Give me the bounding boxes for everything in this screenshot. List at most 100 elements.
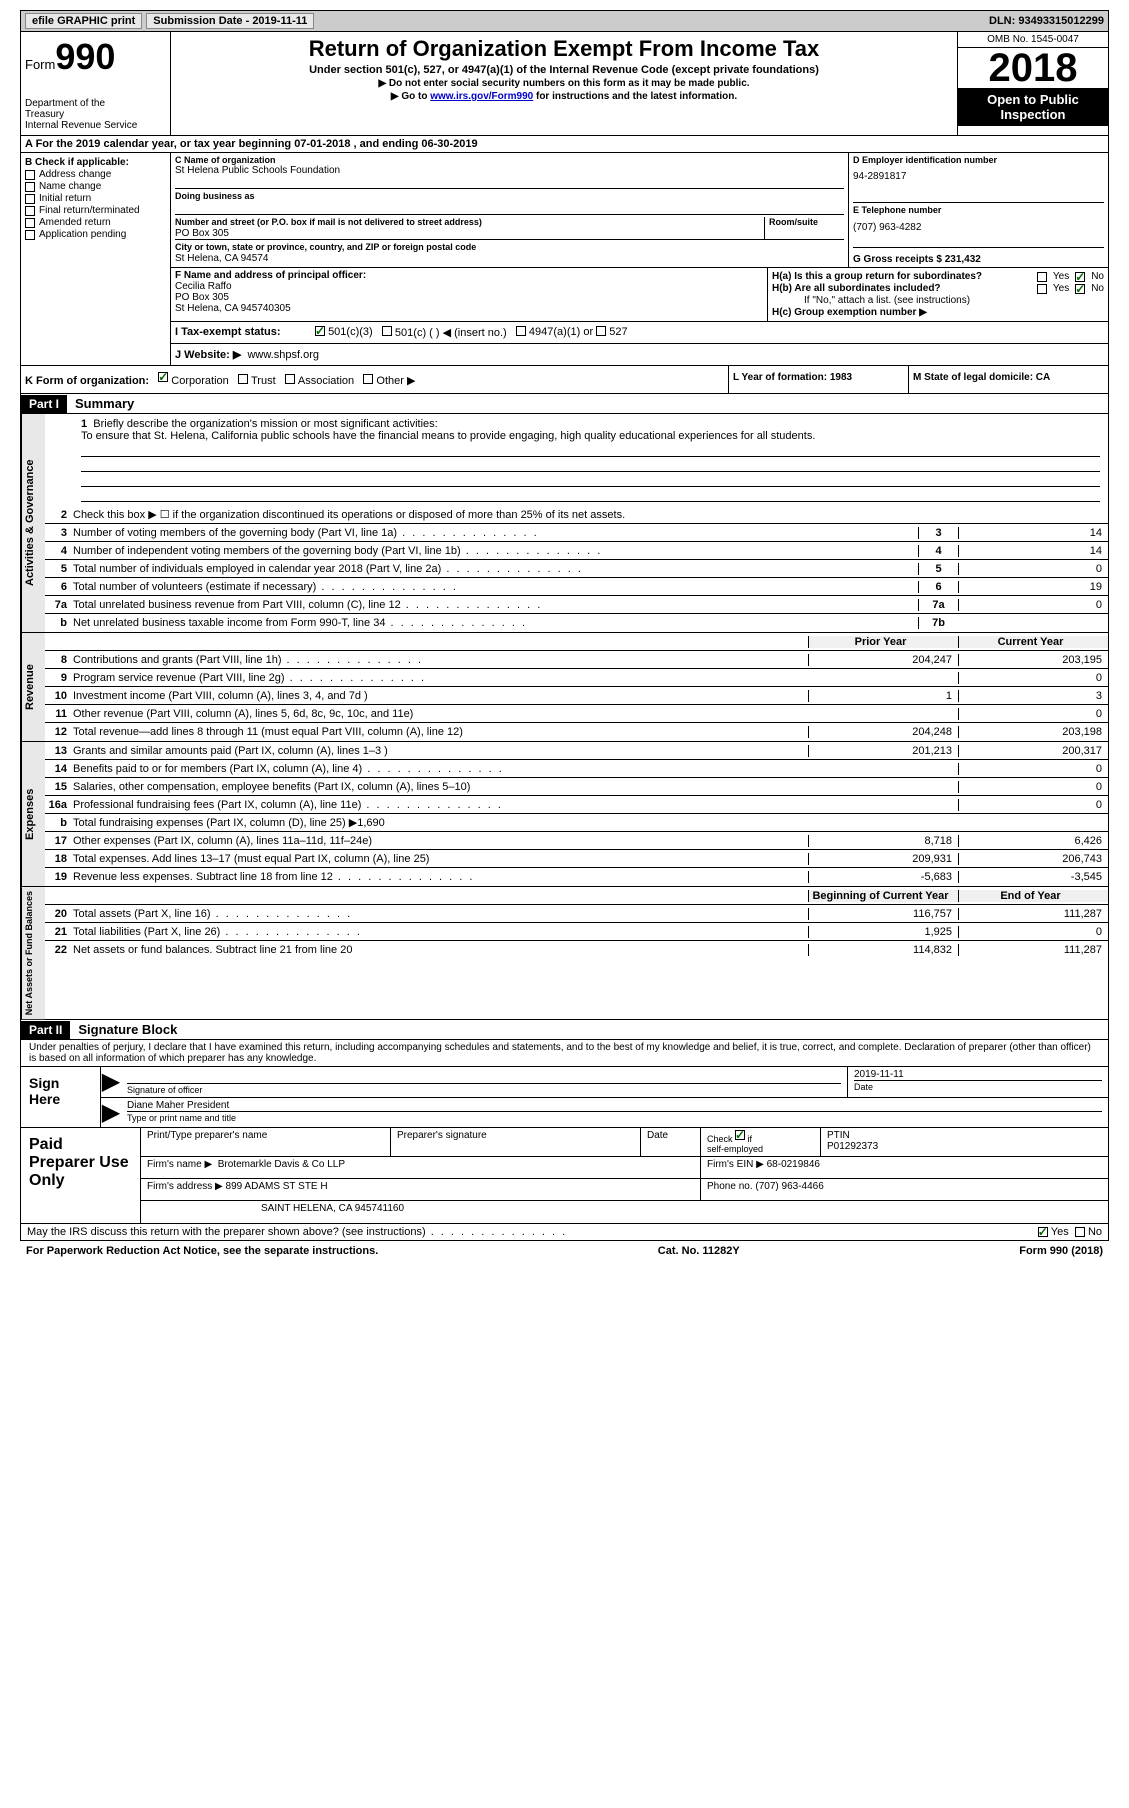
paperwork-notice: For Paperwork Reduction Act Notice, see … (26, 1245, 378, 1257)
form-org-label: K Form of organization: (25, 375, 149, 387)
line5-desc: Total number of individuals employed in … (73, 562, 918, 576)
form-ref: Form 990 (2018) (1019, 1245, 1103, 1257)
col-b-label: B Check if applicable: (25, 157, 166, 168)
hb-no[interactable] (1075, 284, 1085, 294)
line6-desc: Total number of volunteers (estimate if … (73, 580, 918, 594)
self-employed-check: Check ifself-employed (701, 1128, 821, 1156)
hc-label: H(c) Group exemption number ▶ (772, 307, 927, 318)
part1-header: Part I (21, 395, 67, 413)
line15-desc: Salaries, other compensation, employee b… (73, 780, 808, 794)
part2-header: Part II (21, 1021, 70, 1039)
line11-cur: 0 (958, 708, 1108, 720)
mission-text: To ensure that St. Helena, California pu… (81, 430, 1100, 442)
firm-ein-label: Firm's EIN ▶ (707, 1159, 764, 1170)
line16b-desc: Total fundraising expenses (Part IX, col… (73, 815, 808, 830)
discuss-no[interactable] (1075, 1227, 1085, 1237)
cb-4947[interactable] (516, 326, 526, 336)
efile-button[interactable]: efile GRAPHIC print (25, 13, 142, 29)
line22-desc: Net assets or fund balances. Subtract li… (73, 943, 808, 957)
cb-trust[interactable] (238, 374, 248, 384)
cb-501c[interactable] (382, 326, 392, 336)
hb-yes[interactable] (1037, 284, 1047, 294)
cb-address-change[interactable] (25, 170, 35, 180)
cb-initial-return[interactable] (25, 194, 35, 204)
cb-assoc[interactable] (285, 374, 295, 384)
dept-treasury: Department of theTreasuryInternal Revenu… (25, 98, 166, 131)
mission-label: Briefly describe the organization's miss… (93, 418, 437, 430)
phone: (707) 963-4466 (755, 1181, 823, 1192)
line8-cur: 203,195 (958, 654, 1108, 666)
form-number: 990 (55, 36, 115, 77)
cb-self-employed[interactable] (735, 1130, 745, 1140)
note-ssn: ▶ Do not enter social security numbers o… (175, 78, 953, 89)
officer-label: F Name and address of principal officer: (175, 270, 763, 281)
telephone: (707) 963-4282 (853, 222, 1104, 233)
hb-note: If "No," attach a list. (see instruction… (804, 295, 1104, 306)
line5-val: 0 (958, 563, 1108, 575)
cb-corp[interactable] (158, 372, 168, 382)
line4-desc: Number of independent voting members of … (73, 544, 918, 558)
org-name-label: C Name of organization (175, 155, 844, 165)
irs-link[interactable]: www.irs.gov/Form990 (430, 91, 533, 102)
firm-addr1: 899 ADAMS ST STE H (226, 1181, 328, 1192)
cb-amended[interactable] (25, 218, 35, 228)
perjury-text: Under penalties of perjury, I declare th… (20, 1040, 1109, 1067)
line19-desc: Revenue less expenses. Subtract line 18 … (73, 870, 808, 884)
ein-label: D Employer identification number (853, 155, 1104, 165)
dba-label: Doing business as (175, 191, 255, 201)
form-subtitle: Under section 501(c), 527, or 4947(a)(1)… (175, 64, 953, 76)
org-address: PO Box 305 (175, 228, 229, 239)
ha-no[interactable] (1075, 272, 1085, 282)
line3-val: 14 (958, 527, 1108, 539)
form-header: Form990 Department of theTreasuryInterna… (20, 32, 1109, 136)
vtab-expenses: Expenses (21, 742, 45, 886)
ptin-label: PTIN (827, 1130, 850, 1141)
ptin: P01292373 (827, 1141, 878, 1152)
line22-cur: 111,287 (958, 944, 1108, 956)
dln: DLN: 93493315012299 (989, 15, 1104, 27)
discuss-yes[interactable] (1038, 1227, 1048, 1237)
state-domicile: M State of legal domicile: CA (913, 372, 1050, 383)
cb-527[interactable] (596, 326, 606, 336)
org-name: St Helena Public Schools Foundation (175, 165, 844, 176)
line21-desc: Total liabilities (Part X, line 26) (73, 925, 808, 939)
form-label: Form (25, 57, 55, 72)
line12-cur: 203,198 (958, 726, 1108, 738)
vtab-netassets: Net Assets or Fund Balances (21, 887, 45, 1019)
firm-addr-label: Firm's address ▶ (147, 1181, 223, 1192)
officer-addr2: St Helena, CA 945740305 (175, 303, 763, 314)
line8-prior: 204,247 (808, 654, 958, 666)
eoy-hdr: End of Year (958, 890, 1108, 902)
current-year-hdr: Current Year (958, 636, 1108, 648)
cb-other[interactable] (363, 374, 373, 384)
cb-final-return[interactable] (25, 206, 35, 216)
line9-cur: 0 (958, 672, 1108, 684)
part2-title: Signature Block (70, 1020, 185, 1039)
line17-cur: 6,426 (958, 835, 1108, 847)
cb-501c3[interactable] (315, 326, 325, 336)
line3-desc: Number of voting members of the governin… (73, 526, 918, 540)
cb-app-pending[interactable] (25, 230, 35, 240)
prep-date-hdr: Date (641, 1128, 701, 1156)
line22-prior: 114,832 (808, 944, 958, 956)
arrow-icon: ▶ (101, 1067, 121, 1097)
vtab-governance: Activities & Governance (21, 414, 45, 632)
line16a-cur: 0 (958, 799, 1108, 811)
note-link: ▶ Go to www.irs.gov/Form990 for instruct… (175, 91, 953, 102)
firm-name: Brotemarkle Davis & Co LLP (218, 1159, 345, 1170)
cb-name-change[interactable] (25, 182, 35, 192)
paid-preparer-label: Paid Preparer Use Only (21, 1128, 141, 1223)
ha-yes[interactable] (1037, 272, 1047, 282)
line13-desc: Grants and similar amounts paid (Part IX… (73, 744, 808, 758)
firm-name-label: Firm's name ▶ (147, 1159, 212, 1170)
line20-prior: 116,757 (808, 908, 958, 920)
line18-cur: 206,743 (958, 853, 1108, 865)
section-a: A For the 2019 calendar year, or tax yea… (20, 136, 1109, 153)
website-label: J Website: ▶ (175, 349, 241, 361)
line20-desc: Total assets (Part X, line 16) (73, 907, 808, 921)
ha-label: H(a) Is this a group return for subordin… (772, 271, 1031, 282)
line13-prior: 201,213 (808, 745, 958, 757)
line6-val: 19 (958, 581, 1108, 593)
line21-prior: 1,925 (808, 926, 958, 938)
line19-prior: -5,683 (808, 871, 958, 883)
